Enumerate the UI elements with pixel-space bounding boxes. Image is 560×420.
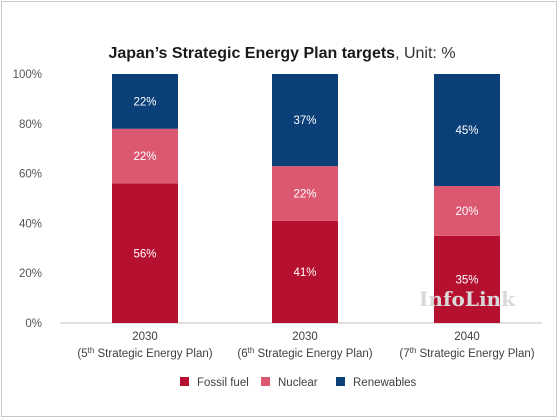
- data-label: 45%: [455, 125, 478, 137]
- data-label: 22%: [133, 151, 156, 163]
- category-plan-name: Strategic Energy Plan): [94, 348, 212, 360]
- data-label: 22%: [293, 189, 316, 201]
- y-tick-label: 20%: [19, 268, 42, 280]
- category-plan-name: Strategic Energy Plan): [416, 348, 534, 360]
- data-label: 56%: [133, 248, 156, 260]
- data-label: 20%: [455, 206, 478, 218]
- y-tick-label: 0%: [25, 318, 42, 330]
- category-plan-number: (7: [399, 348, 409, 360]
- data-label: 22%: [133, 96, 156, 108]
- y-tick-label: 80%: [19, 119, 42, 131]
- legend-label: Fossil fuel: [197, 377, 249, 389]
- data-label: 35%: [455, 274, 478, 286]
- category-plan-number: (6: [237, 348, 247, 360]
- category-year-label: 2030: [132, 331, 158, 343]
- category-plan-ordinal: th: [248, 346, 255, 355]
- category-plan-name: Strategic Energy Plan): [254, 348, 372, 360]
- bar-segment-fossil-fuel: [112, 183, 178, 323]
- category-plan-ordinal: th: [410, 346, 417, 355]
- bar-segment-nuclear: [112, 128, 178, 184]
- y-tick-label: 100%: [13, 69, 42, 81]
- watermark-infolink: InfoLink: [419, 287, 516, 311]
- y-tick-label: 60%: [19, 169, 42, 181]
- legend: Fossil fuel Nuclear Renewables: [180, 377, 417, 389]
- category-plan-label: (7th Strategic Energy Plan): [399, 346, 534, 360]
- category-plan-ordinal: th: [88, 346, 95, 355]
- bar-segment-nuclear: [272, 166, 338, 221]
- bars: 56% 22% 22% 41% 22% 37% 35% 20% 45%: [112, 74, 500, 323]
- chart-title: Japan’s Strategic Energy Plan targets, U…: [108, 45, 455, 62]
- x-axis-categories: 2030(5th Strategic Energy Plan)2030(6th …: [77, 331, 534, 360]
- category-year-label: 2030: [292, 331, 318, 343]
- legend-swatch-nuclear: [261, 377, 270, 386]
- bar-segment-fossil-fuel: [434, 235, 500, 323]
- category-plan-number: (5: [77, 348, 87, 360]
- y-tick-label: 40%: [19, 218, 42, 230]
- y-axis: 0% 20% 40% 60% 80% 100%: [13, 69, 42, 330]
- bar-segment-fossil-fuel: [272, 220, 338, 323]
- bar-segment-renewables: [434, 74, 500, 187]
- data-label: 41%: [293, 267, 316, 279]
- bar-segment-renewables: [112, 74, 178, 129]
- data-label: 37%: [293, 115, 316, 127]
- category-plan-label: (6th Strategic Energy Plan): [237, 346, 372, 360]
- legend-swatch-fossil-fuel: [180, 377, 189, 386]
- bar-segment-renewables: [272, 74, 338, 167]
- chart-title-main: Japan’s Strategic Energy Plan targets: [108, 45, 395, 62]
- category-plan-label: (5th Strategic Energy Plan): [77, 346, 212, 360]
- legend-label: Nuclear: [278, 377, 318, 389]
- category-year-label: 2040: [454, 331, 480, 343]
- bar-segment-nuclear: [434, 186, 500, 236]
- chart-title-unit: , Unit: %: [395, 45, 455, 62]
- legend-label: Renewables: [353, 377, 417, 389]
- legend-swatch-renewables: [336, 377, 345, 386]
